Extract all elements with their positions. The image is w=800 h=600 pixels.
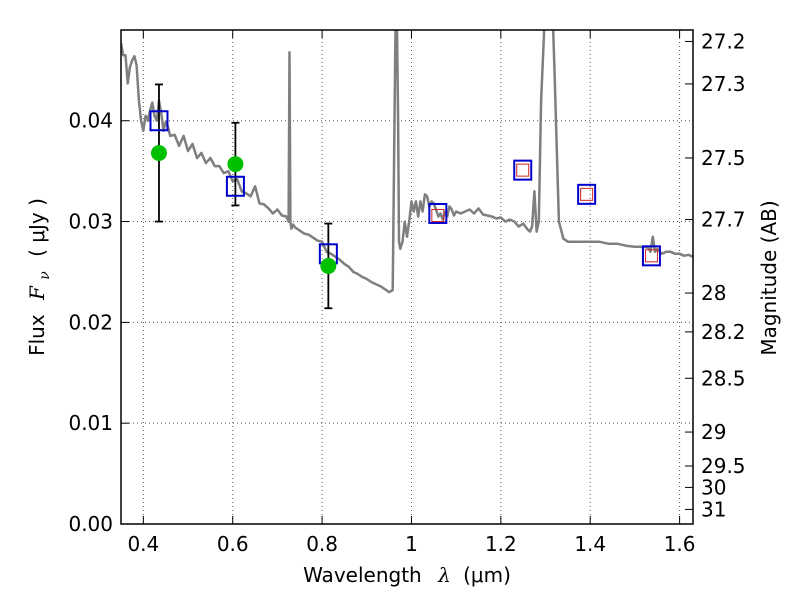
model-photometry-square xyxy=(149,110,169,132)
magnitude-tick-label: 31 xyxy=(701,497,726,521)
model-photometry-inner-square xyxy=(431,209,445,223)
model-photometry-inner-square xyxy=(580,187,594,201)
x-tick-label: 0.4 xyxy=(127,532,159,556)
model-photometry-square xyxy=(577,183,597,205)
y-tick-label: 0.02 xyxy=(68,310,113,334)
magnitude-tick-label: 29.5 xyxy=(701,454,746,478)
axis-ticks: 0.4 0.6 0.8 1 1.2 1.4 1.6 0.00 0.01 0.02 0.03 0.04 2… xyxy=(68,29,745,556)
model-photometry-inner-square xyxy=(644,249,658,263)
y-tick-label: 0.03 xyxy=(68,210,113,234)
plot-area-background xyxy=(121,30,693,524)
observed-flux-point xyxy=(150,144,167,161)
magnitude-tick-label: 28.5 xyxy=(701,366,746,390)
x-axis-label: Wavelength λ (μm) xyxy=(303,563,511,587)
magnitude-tick-label: 27.2 xyxy=(701,29,746,53)
template-spectrum-line xyxy=(121,30,693,294)
magnitude-tick-label: 27.7 xyxy=(701,208,746,232)
magnitude-tick-label: 28.2 xyxy=(701,320,746,344)
magnitude-axis-label: Magnitude (AB) xyxy=(757,200,781,355)
magnitude-tick-label: 27.3 xyxy=(701,72,746,96)
x-tick-label: 1.6 xyxy=(664,532,696,556)
x-tick-label: 0.6 xyxy=(217,532,249,556)
y-tick-label: 0.01 xyxy=(68,411,113,435)
model-photometry-inner-square xyxy=(516,163,530,177)
x-axis-label-unit: (μm) xyxy=(463,563,511,587)
model-photometry-square xyxy=(513,159,533,181)
magnitude-tick-label: 28 xyxy=(701,281,726,305)
x-tick-label: 1.4 xyxy=(574,532,606,556)
magnitude-tick-label: 30 xyxy=(701,475,726,499)
x-tick-label: 0.8 xyxy=(306,532,338,556)
model-photometry-square xyxy=(225,175,245,197)
y-axis-label-unit: ( μJy ) xyxy=(25,198,49,257)
observed-flux-point xyxy=(227,156,244,173)
y-axis-label: Flux F ν ( μJy ) xyxy=(25,198,54,356)
x-axis-label-text: Wavelength xyxy=(303,563,422,587)
plot-frame xyxy=(120,29,694,525)
x-axis-label-symbol: λ xyxy=(437,563,451,587)
magnitude-tick-label: 27.5 xyxy=(701,146,746,170)
x-tick-label: 1.2 xyxy=(485,532,517,556)
observed-flux-point xyxy=(320,257,337,274)
data-series xyxy=(121,30,693,310)
x-tick-label: 1 xyxy=(405,532,418,556)
y-axis-label-subscript: ν xyxy=(37,271,53,280)
model-photometry-square xyxy=(641,245,661,267)
magnitude-tick-label: 29 xyxy=(701,420,726,444)
y-tick-label: 0.04 xyxy=(68,109,113,133)
y-axis-label-prefix: Flux xyxy=(25,314,49,356)
y-tick-label: 0.00 xyxy=(68,512,113,536)
model-photometry-square xyxy=(428,202,448,224)
y-axis-label-symbol: F xyxy=(25,285,49,301)
